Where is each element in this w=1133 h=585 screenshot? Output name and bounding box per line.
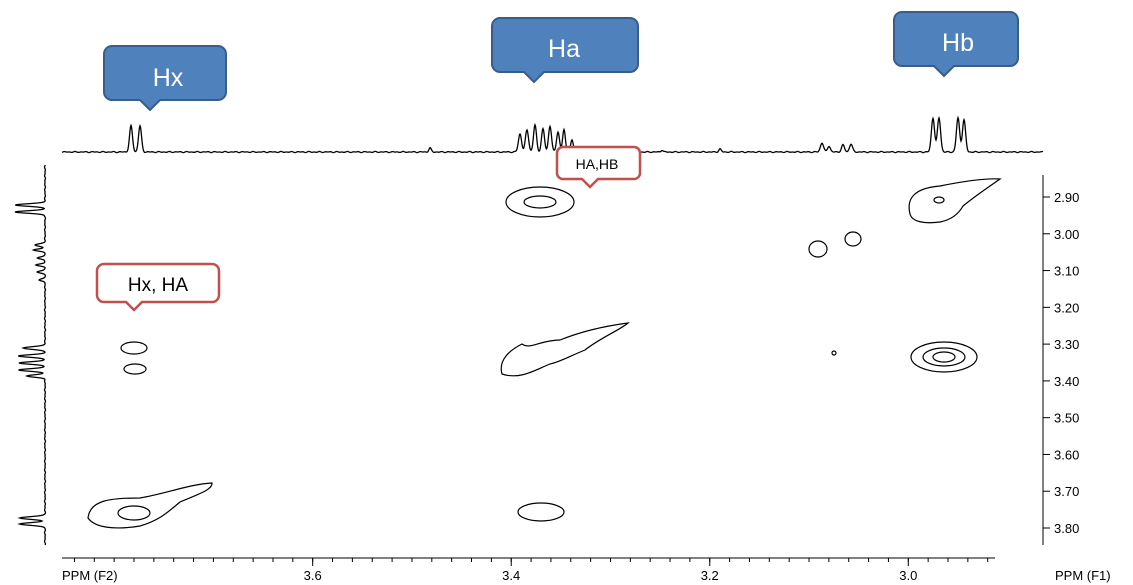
- y-axis-label: PPM (F1): [1055, 568, 1111, 583]
- callout-cross-ha-hb-label: HA,HB: [576, 156, 619, 172]
- y-tick-label: 3.20: [1054, 300, 1079, 315]
- callout-hx-label: Hx: [153, 64, 184, 92]
- y-tick-label: 3.10: [1054, 264, 1079, 279]
- x-tick-label: 3.6: [304, 568, 322, 583]
- cross-peak-small-1: [808, 240, 828, 258]
- y-tick-label: 3.80: [1054, 521, 1079, 536]
- diagonal-peak-hb: [908, 178, 1002, 224]
- y-tick-label: 2.90: [1054, 190, 1079, 205]
- callout-hx: Hx: [103, 45, 227, 112]
- cross-peak-ha-hb-outer: [505, 186, 575, 218]
- callout-hb-label: Hb: [942, 29, 974, 57]
- diagonal-peak-hb-2-inner: [932, 351, 956, 363]
- diagonal-peak-hb-2-outer: [910, 341, 978, 373]
- x-tick-label: 3.0: [899, 568, 917, 583]
- diagonal-peak-hx-inner: [117, 505, 151, 521]
- noise-dot: [831, 350, 837, 356]
- cross-peak-small-2: [844, 231, 862, 247]
- f2-projection-trace: [61, 115, 1044, 154]
- y-tick-label: 3.50: [1054, 411, 1079, 426]
- cross-peak-ha-hx: [517, 502, 565, 522]
- callout-ha: Ha: [491, 17, 639, 84]
- callout-ha-label: Ha: [548, 35, 580, 63]
- x-axis-label: PPM (F2): [62, 568, 118, 583]
- x-tick-label: 3.4: [502, 568, 520, 583]
- cross-peak-ha-hb-inner: [523, 195, 557, 209]
- diagonal-peak-hb-inner: [933, 196, 945, 204]
- y-tick-label: 3.70: [1054, 484, 1079, 499]
- y-tick-label: 3.60: [1054, 447, 1079, 462]
- diagonal-peak-ha: [500, 322, 630, 377]
- cross-peak-hx-ha-upper: [120, 341, 148, 355]
- x-tick-label: 3.2: [701, 568, 719, 583]
- contour-layer: [87, 178, 1002, 529]
- f1-projection-trace: [14, 164, 47, 546]
- callout-cross-ha-hb: HA,HB: [555, 145, 642, 189]
- y-tick-label: 3.40: [1054, 374, 1079, 389]
- callout-hb: Hb: [893, 11, 1019, 78]
- callout-cross-hx-ha-label: Hx, HA: [128, 275, 189, 296]
- x-axis: 3.6 3.4 3.2 3.0 PPM (F2): [62, 557, 995, 583]
- diagonal-peak-hx: [87, 482, 213, 529]
- diagonal-peak-hb-2-mid: [922, 347, 966, 367]
- y-axis: 2.90 3.00 3.10 3.20 3.30 3.40 3.50 3.60 3.70 3.80…: [1042, 175, 1111, 583]
- y-tick-label: 3.30: [1054, 337, 1079, 352]
- cross-peak-hx-ha-lower: [123, 363, 147, 375]
- callout-cross-hx-ha: Hx, HA: [95, 262, 221, 312]
- y-tick-label: 3.00: [1054, 227, 1079, 242]
